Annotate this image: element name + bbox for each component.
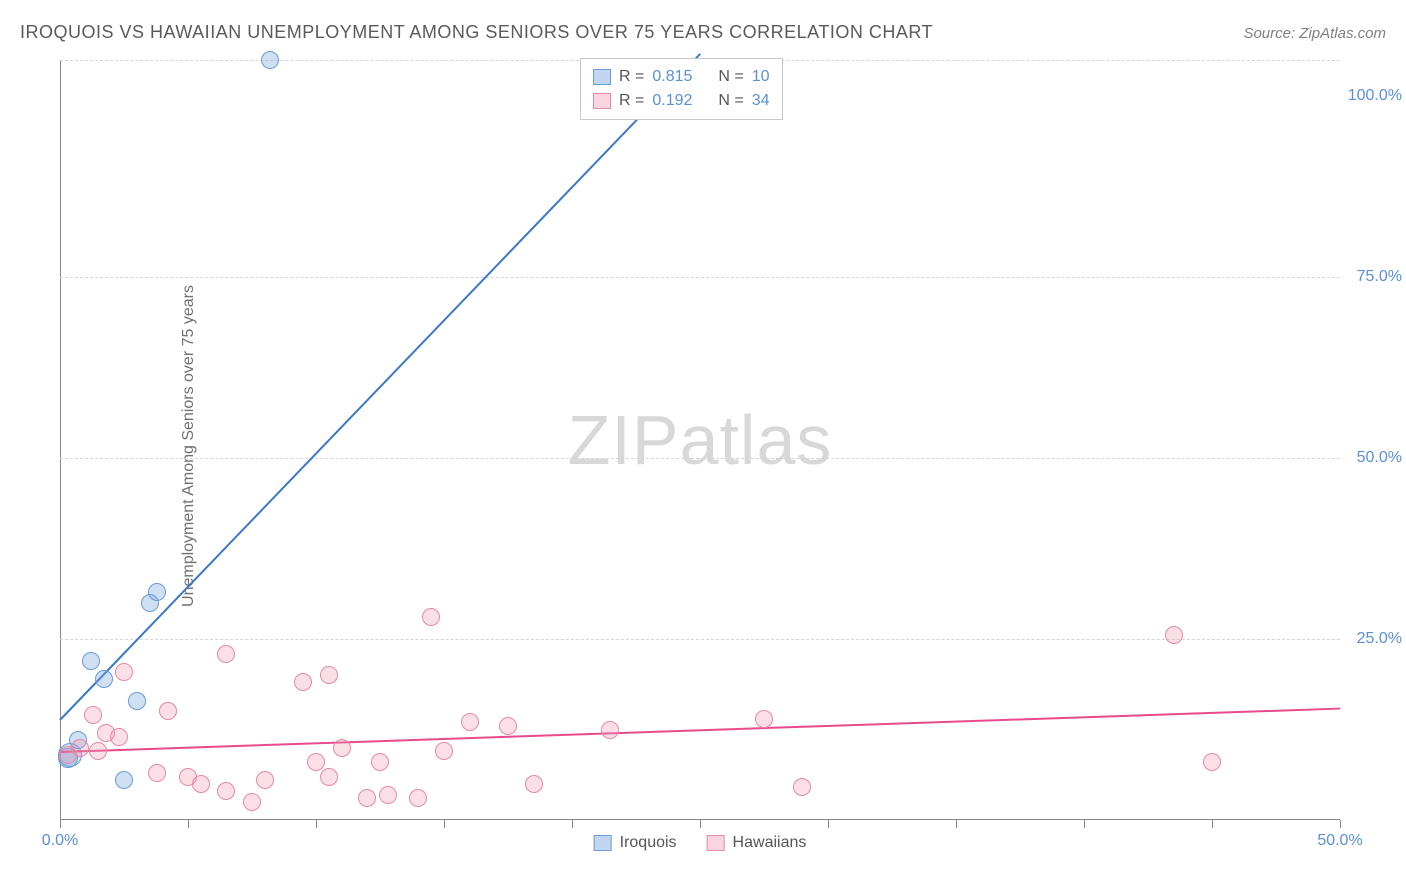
data-point-hawaiians: [192, 775, 210, 793]
x-tick: [444, 820, 445, 828]
x-tick: [1084, 820, 1085, 828]
data-point-hawaiians: [84, 706, 102, 724]
stats-row: R = 0.192 N = 34: [593, 89, 770, 113]
data-point-hawaiians: [601, 721, 619, 739]
n-value: 10: [752, 65, 770, 89]
data-point-hawaiians: [307, 753, 325, 771]
r-value: 0.192: [652, 89, 692, 113]
data-point-hawaiians: [1203, 753, 1221, 771]
data-point-hawaiians: [294, 673, 312, 691]
data-point-hawaiians: [320, 666, 338, 684]
data-point-hawaiians: [333, 739, 351, 757]
correlation-stats-box: R = 0.815 N = 10 R = 0.192 N = 34: [580, 58, 783, 120]
legend-item: Hawaiians: [707, 834, 807, 852]
legend-label: Hawaiians: [733, 834, 807, 852]
r-label: R =: [619, 65, 644, 89]
data-point-hawaiians: [461, 713, 479, 731]
data-point-hawaiians: [217, 645, 235, 663]
data-point-iroquois: [261, 51, 279, 69]
gridline-h: [60, 639, 1340, 640]
chart-header: IROQUOIS VS HAWAIIAN UNEMPLOYMENT AMONG …: [20, 22, 1386, 43]
legend-swatch: [594, 835, 612, 851]
gridline-h: [60, 458, 1340, 459]
trend-line-iroquois: [59, 53, 700, 720]
data-point-hawaiians: [755, 710, 773, 728]
r-label: R =: [619, 89, 644, 113]
data-point-hawaiians: [358, 789, 376, 807]
chart-title: IROQUOIS VS HAWAIIAN UNEMPLOYMENT AMONG …: [20, 22, 933, 43]
gridline-h: [60, 277, 1340, 278]
x-tick: [1212, 820, 1213, 828]
y-tick-label: 50.0%: [1357, 449, 1402, 467]
y-tick-label: 75.0%: [1357, 268, 1402, 286]
y-axis: [60, 60, 61, 820]
watermark: ZIPatlas: [568, 400, 833, 480]
data-point-hawaiians: [217, 782, 235, 800]
x-tick: [316, 820, 317, 828]
r-value: 0.815: [652, 65, 692, 89]
n-label: N =: [718, 89, 743, 113]
x-tick-label: 0.0%: [42, 832, 78, 850]
data-point-hawaiians: [110, 728, 128, 746]
legend-swatch: [707, 835, 725, 851]
data-point-hawaiians: [320, 768, 338, 786]
data-point-hawaiians: [499, 717, 517, 735]
x-tick: [828, 820, 829, 828]
x-tick: [572, 820, 573, 828]
data-point-hawaiians: [1165, 626, 1183, 644]
x-tick: [60, 820, 61, 828]
x-tick: [700, 820, 701, 828]
n-label: N =: [718, 65, 743, 89]
data-point-iroquois: [148, 583, 166, 601]
data-point-hawaiians: [159, 702, 177, 720]
y-tick-label: 100.0%: [1348, 87, 1402, 105]
chart-plot-area: ZIPatlas 25.0%50.0%75.0%100.0%0.0%50.0% …: [60, 60, 1340, 820]
data-point-hawaiians: [422, 608, 440, 626]
data-point-hawaiians: [371, 753, 389, 771]
data-point-hawaiians: [525, 775, 543, 793]
data-point-hawaiians: [379, 786, 397, 804]
data-point-hawaiians: [115, 663, 133, 681]
x-tick: [1340, 820, 1341, 828]
data-point-hawaiians: [409, 789, 427, 807]
data-point-hawaiians: [243, 793, 261, 811]
data-point-iroquois: [95, 670, 113, 688]
x-tick: [956, 820, 957, 828]
x-tick: [188, 820, 189, 828]
stats-row: R = 0.815 N = 10: [593, 65, 770, 89]
source-attribution: Source: ZipAtlas.com: [1243, 25, 1386, 42]
data-point-hawaiians: [793, 778, 811, 796]
data-point-hawaiians: [89, 742, 107, 760]
n-value: 34: [752, 89, 770, 113]
data-point-iroquois: [115, 771, 133, 789]
series-legend: Iroquois Hawaiians: [594, 834, 807, 852]
data-point-iroquois: [82, 652, 100, 670]
data-point-hawaiians: [71, 739, 89, 757]
x-tick-label: 50.0%: [1317, 832, 1362, 850]
y-tick-label: 25.0%: [1357, 630, 1402, 648]
data-point-iroquois: [128, 692, 146, 710]
trend-line-hawaiians: [60, 708, 1340, 753]
data-point-hawaiians: [435, 742, 453, 760]
legend-swatch: [593, 69, 611, 85]
legend-swatch: [593, 93, 611, 109]
legend-item: Iroquois: [594, 834, 677, 852]
data-point-hawaiians: [148, 764, 166, 782]
legend-label: Iroquois: [620, 834, 677, 852]
data-point-hawaiians: [256, 771, 274, 789]
